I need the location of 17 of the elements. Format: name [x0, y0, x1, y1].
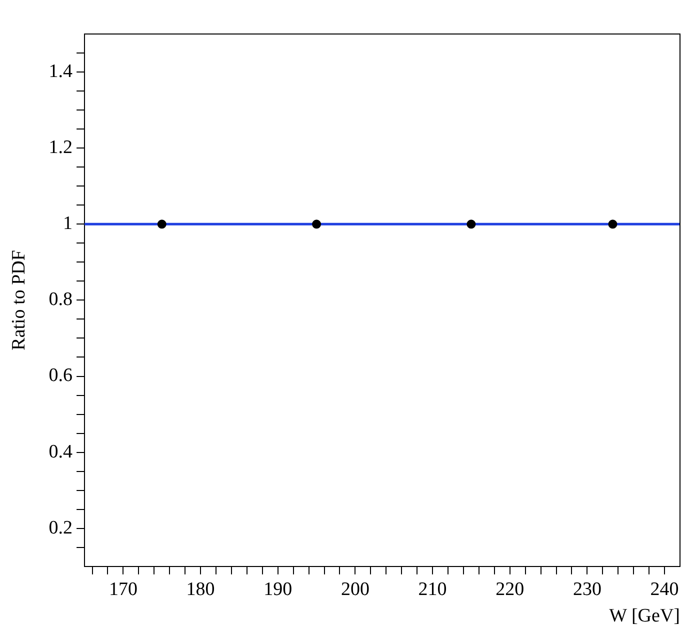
y-tick-label: 0.2	[48, 517, 73, 538]
x-tick-label: 190	[264, 578, 292, 600]
y-tick-label: 1.2	[48, 137, 73, 158]
y-tick-label: 1	[63, 213, 73, 234]
y-tick-label: 1.4	[48, 61, 74, 82]
x-tick-label: 180	[186, 578, 215, 600]
x-tick-label: 230	[572, 578, 602, 600]
x-tick-label: 220	[496, 578, 524, 600]
y-tick-label: 0.8	[48, 289, 73, 310]
y-tick-label: 0.4	[48, 441, 74, 462]
x-tick-label: 200	[340, 578, 370, 600]
x-axis-title: W [GeV]	[609, 606, 680, 627]
x-tick-label: 240	[650, 578, 679, 600]
x-tick-label: 210	[418, 578, 447, 600]
y-axis-title: Ratio to PDF	[8, 250, 30, 350]
x-tick-label: 170	[108, 578, 138, 600]
y-tick-label: 0.6	[48, 365, 73, 386]
